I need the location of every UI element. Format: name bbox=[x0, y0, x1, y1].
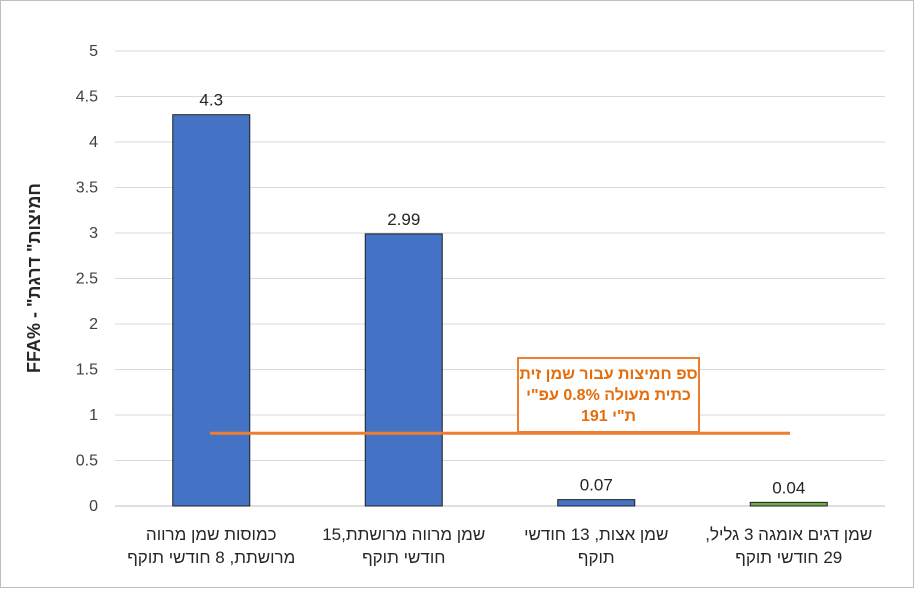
y-tick-label: 3.5 bbox=[76, 180, 98, 197]
reference-annotation-text: ספ חמיצות עבור שמן זית bbox=[519, 366, 697, 383]
data-label: 0.07 bbox=[580, 476, 613, 495]
y-tick-label: 5 bbox=[89, 43, 98, 60]
y-tick-label: 4 bbox=[89, 134, 98, 151]
y-axis-tick-labels: 0 0.5 1 1.5 2 2.5 3 3.5 4 4.5 5 bbox=[76, 43, 98, 515]
x-category-label: 29 חודשי תוקף bbox=[735, 548, 842, 567]
bar bbox=[172, 114, 251, 507]
reference-annotation-text: כתית מעולה 0.8% עפ"י bbox=[526, 386, 691, 404]
y-tick-label: 0.5 bbox=[76, 453, 98, 470]
x-category-label: שמן דגים אומגה 3 גליל, bbox=[705, 525, 872, 544]
x-category-label: שמן מרווה מרושתת,15 bbox=[322, 525, 485, 544]
data-label: 0.04 bbox=[772, 478, 805, 497]
data-label: 2.99 bbox=[387, 210, 420, 229]
x-category-label: שמן אצות, 13 חודשי bbox=[524, 525, 668, 544]
reference-annotation-text: ת"י 191 bbox=[581, 408, 636, 425]
bars bbox=[172, 114, 828, 507]
y-tick-label: 2 bbox=[89, 316, 98, 333]
y-tick-label: 3 bbox=[89, 225, 98, 242]
bar bbox=[557, 499, 636, 507]
y-tick-label: 2.5 bbox=[76, 271, 98, 288]
y-tick-label: 4.5 bbox=[76, 89, 98, 106]
bar bbox=[749, 501, 828, 507]
y-tick-label: 1 bbox=[89, 407, 98, 424]
reference-line-group: ספ חמיצות עבור שמן זית כתית מעולה 0.8% עפ… bbox=[210, 357, 790, 435]
x-category-label: תוקף bbox=[578, 548, 615, 567]
data-label: 4.3 bbox=[199, 91, 223, 110]
x-category-label: כמוסות שמן מרווה bbox=[146, 525, 277, 544]
reference-annotation-box bbox=[517, 357, 700, 433]
bar bbox=[364, 233, 443, 507]
x-category-label: מרושתת, 8 חודשי תוקף bbox=[127, 548, 295, 567]
data-labels: 4.3 2.99 0.07 0.04 bbox=[199, 91, 805, 498]
y-tick-label: 1.5 bbox=[76, 362, 98, 379]
x-axis-category-labels: כמוסות שמן מרווה מרושתת, 8 חודשי תוקף שמן … bbox=[127, 525, 872, 567]
y-tick-label: 0 bbox=[89, 498, 98, 515]
y-axis-title: FFA% - "חמיצות" דרגת bbox=[24, 183, 44, 373]
x-category-label: חודשי תוקף bbox=[362, 548, 445, 567]
